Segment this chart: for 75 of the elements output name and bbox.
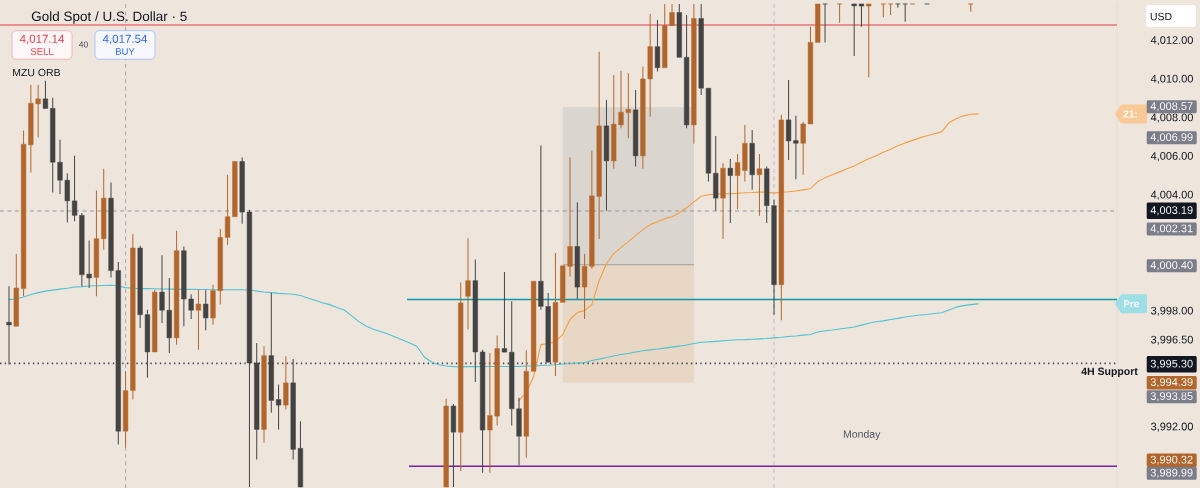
text: Pre [1123,300,1139,308]
candlestick [450,403,457,488]
ref-line-label: 4H Support [1081,367,1138,378]
candlestick [276,383,282,430]
text: Gold Spot / U.S. Dollar · 5 [31,11,187,24]
text: 3,994.39 [1150,378,1193,388]
text: 3,995.30 [1150,359,1193,369]
candlestick [152,289,158,353]
text: 3,993.85 [1150,392,1193,402]
candlestick [480,349,486,474]
candlestick [458,281,464,472]
candlestick [756,153,763,217]
candlestick [42,80,49,109]
candlestick [888,3,894,16]
candlestick [895,3,901,8]
annotation: SELL [30,48,54,55]
text: 3,989.99 [1150,468,1193,478]
candlestick [283,355,289,411]
candlestick [720,162,726,240]
text: USD [1150,12,1172,21]
candlestick [195,289,202,351]
candlestick [778,114,784,321]
annotation: 40 [78,41,88,48]
text: 4,000.40 [1150,261,1193,271]
text: MZU ORB [13,68,61,77]
candlestick [472,259,478,383]
candlestick [815,3,821,43]
annotation: 4,017.54 [102,34,148,45]
candlestick [684,14,690,129]
candlestick [174,230,180,346]
candlestick [837,3,843,24]
candlestick [691,3,697,145]
text: 4,002.31 [1150,224,1193,234]
text: 4,006.99 [1150,133,1193,143]
candlestick [101,168,107,251]
annotation: Monday [843,430,881,440]
candlestick [6,285,12,366]
candlestick [203,289,209,331]
candlestick [880,3,886,18]
candlestick [654,19,661,73]
annotation: 4,017.14 [19,34,65,45]
candlestick [822,3,828,44]
y-tick-label: 4,008.00 [1150,113,1193,123]
candlestick [633,89,639,167]
y-tick-label: 3,992.00 [1151,422,1193,432]
candlestick [727,158,733,224]
text: 3,990.32 [1150,455,1193,465]
annotation: BUY [116,48,135,55]
y-tick-label: 4,006.00 [1150,152,1193,162]
y-tick-label: 3,998.00 [1151,306,1193,316]
candlestick [501,271,508,353]
candlestick [968,3,974,13]
candlestick [552,252,559,377]
y-tick-label: 3,996.50 [1151,335,1193,345]
candlestick [465,237,471,331]
candlestick [713,135,719,212]
candlestick [902,3,908,23]
candlestick [574,201,580,300]
y-tick-label: 4,010.00 [1150,74,1193,84]
candlestick [531,280,537,372]
text: 21: [1123,110,1137,118]
candlestick [866,3,872,78]
candlestick [261,345,267,444]
candlestick [93,189,100,297]
candlestick [603,99,610,212]
candlestick [13,253,19,327]
y-tick-label: 4,012.00 [1150,36,1193,46]
text: 4,008.57 [1150,102,1193,112]
y-tick-label: 4,004.00 [1150,190,1193,200]
text: 4,003.19 [1150,206,1193,216]
candlestick [254,342,260,460]
candlestick [268,292,274,414]
candlestick [523,349,529,459]
candlestick [749,129,755,191]
candlestick [443,398,449,488]
